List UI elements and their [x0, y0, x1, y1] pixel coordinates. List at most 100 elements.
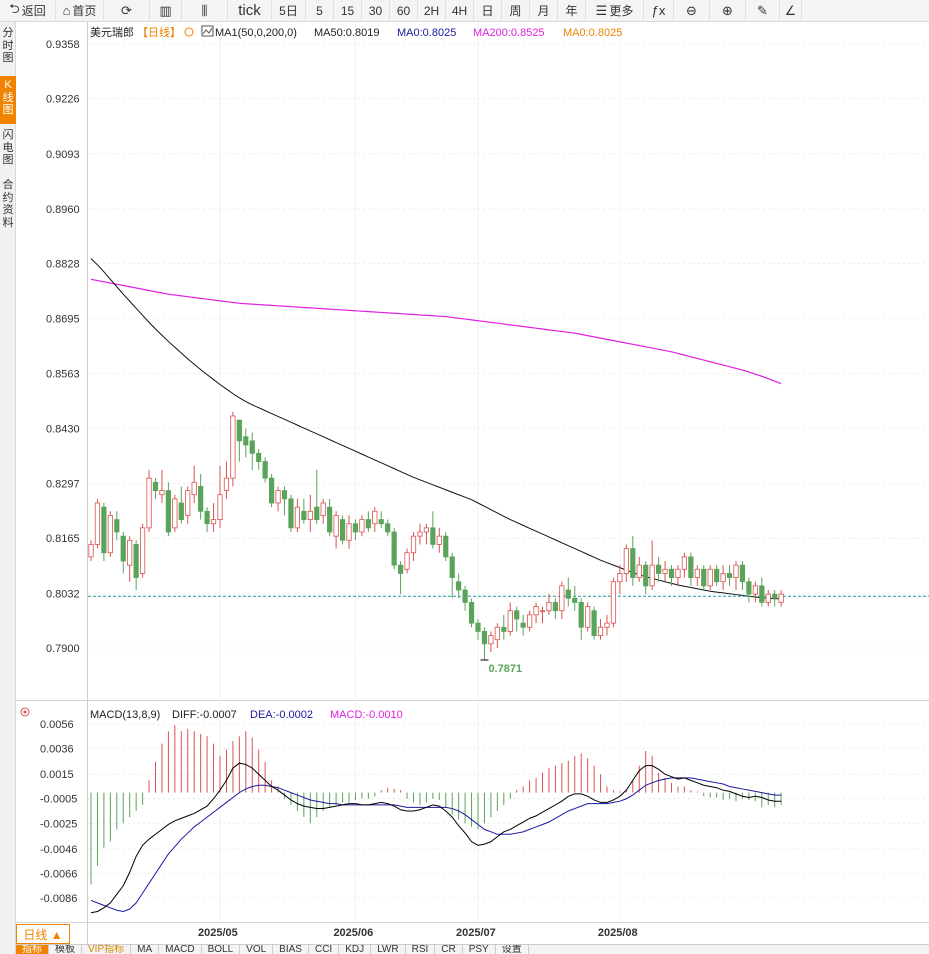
candle-body: [294, 506, 301, 529]
macd-tick-label: -0.0086: [40, 893, 77, 905]
indicator-tab-rsi[interactable]: RSI: [406, 945, 436, 954]
legend-ma200: MA200:0.8525: [473, 27, 545, 39]
back-arrow-icon: ⮌: [9, 0, 20, 16]
toolbar-btn-candlestick[interactable]: ⫼: [182, 0, 228, 22]
toolbar-btn-menu[interactable]: ☰ 更多: [586, 0, 644, 22]
indicator-tab-cr[interactable]: CR: [435, 945, 463, 954]
candle-body: [88, 544, 94, 558]
candle-body: [288, 498, 294, 529]
tab-contract-info[interactable]: 合约资料: [2, 179, 14, 229]
toolbar-btn-label-15[interactable]: 月: [530, 0, 558, 22]
indicator-tab-模板[interactable]: 模板: [49, 945, 82, 954]
toolbar-btn-line-tool[interactable]: ∠: [780, 0, 802, 22]
candle-body: [101, 506, 107, 554]
indicator-tab-设置[interactable]: 设置: [496, 945, 529, 954]
toolbar-btn-home[interactable]: ⌂ 首页: [56, 0, 104, 22]
price-tick-label: 0.9358: [46, 39, 80, 51]
chart-canvas[interactable]: 0.9358 0.9226 0.9093 0.8960 0.8828 0.8695 0.85…: [0, 22, 929, 944]
candle-body: [501, 626, 507, 632]
candle-body: [462, 589, 468, 603]
toolbar-btn-refresh[interactable]: ⟳: [104, 0, 150, 22]
candle-body: [565, 589, 571, 599]
indicator-tab-macd[interactable]: MACD: [159, 945, 202, 954]
candle-body: [520, 622, 526, 628]
indicator-tab-指标[interactable]: 指标: [16, 945, 49, 954]
candle-body: [133, 544, 139, 578]
indicator-tab-ma[interactable]: MA: [131, 945, 160, 954]
macd-tick-label: 0.0036: [40, 744, 74, 756]
toolbar-btn-pen[interactable]: ✎: [746, 0, 780, 22]
candle-body: [152, 481, 159, 491]
legend-symbol: 美元瑞郎: [90, 25, 134, 39]
tab-time-share[interactable]: 分时图: [2, 27, 14, 64]
settings-gear-icon[interactable]: [184, 27, 194, 37]
toolbar-btn-label-11[interactable]: 2H: [418, 0, 446, 22]
candle-body: [617, 573, 623, 583]
indicator-tab-vip指标[interactable]: VIP指标: [82, 945, 132, 954]
candle-body: [262, 461, 268, 479]
indicator-tab-cci[interactable]: CCI: [309, 945, 340, 954]
candle-body: [210, 519, 217, 525]
indicator-tab-bias[interactable]: BIAS: [273, 945, 309, 954]
toolbar-btn-label-13[interactable]: 日: [474, 0, 502, 22]
toolbar-btn-label-12[interactable]: 4H: [446, 0, 474, 22]
toolbar-btn-label-16[interactable]: 年: [558, 0, 586, 22]
candle-body: [281, 490, 288, 500]
candle-body: [481, 631, 488, 645]
indicator-tab-boll[interactable]: BOLL: [202, 945, 241, 954]
candle-body: [714, 568, 720, 583]
toolbar-btn-back-arrow[interactable]: ⮌ 返回: [0, 0, 56, 22]
toolbar-btn-zoom-in[interactable]: ⊕: [710, 0, 746, 22]
candle-body: [636, 564, 642, 578]
toolbar-btn-label-5[interactable]: tick: [228, 0, 272, 22]
indicator-tab-vol[interactable]: VOL: [240, 945, 274, 954]
candle-body: [243, 436, 249, 446]
indicator-tab-kdj[interactable]: KDJ: [339, 945, 372, 954]
toolbar-btn-label-10[interactable]: 60: [390, 0, 418, 22]
candle-body: [391, 531, 397, 566]
toolbar-btn-label: 4H: [451, 3, 468, 18]
candle-body: [578, 602, 584, 628]
toolbar-btn-label-9[interactable]: 30: [362, 0, 390, 22]
indicator-tab-lwr[interactable]: LWR: [371, 945, 406, 954]
toolbar-btn-label: tick: [238, 2, 261, 19]
candle-body: [507, 610, 513, 632]
candle-body: [430, 527, 436, 545]
toolbar-btn-label-8[interactable]: 15: [334, 0, 362, 22]
indicator-graph-icon: [202, 27, 213, 35]
candle-body: [597, 626, 604, 636]
candle-body: [223, 477, 230, 491]
candle-body: [591, 610, 597, 636]
toolbar-btn-zoom-out[interactable]: ⊖: [674, 0, 710, 22]
macd-settings-icon[interactable]: [20, 707, 30, 717]
candle-body: [552, 602, 559, 612]
price-tick-label: 0.8695: [46, 314, 80, 326]
candle-body: [378, 519, 384, 525]
ma50-line: [90, 258, 782, 600]
candle-body: [249, 440, 255, 454]
toolbar-btn-function[interactable]: ƒx: [644, 0, 674, 22]
candle-body: [662, 568, 668, 574]
candle-body: [114, 519, 120, 533]
toolbar-btn-label-6[interactable]: 5日: [272, 0, 306, 22]
toolbar-btn-bar-chart[interactable]: ▥: [150, 0, 182, 22]
candle-body: [778, 593, 784, 603]
menu-icon: ☰: [595, 2, 608, 18]
candle-body: [630, 548, 636, 578]
toolbar-btn-label-14[interactable]: 周: [502, 0, 530, 22]
toolbar-btn-label-7[interactable]: 5: [306, 0, 334, 22]
period-selector[interactable]: 日线 ▲: [16, 924, 70, 944]
candle-body: [275, 490, 281, 504]
candle-body: [127, 539, 133, 566]
toolbar-btn-label: 60: [396, 3, 411, 18]
indicator-tab-psy[interactable]: PSY: [463, 945, 496, 954]
toolbar-btn-label: 更多: [609, 4, 634, 18]
tab-kline[interactable]: K线图: [0, 76, 16, 124]
macd-legend-macd: MACD:-0.0010: [330, 709, 403, 721]
candle-body: [333, 515, 339, 537]
toolbar-btn-label: 年: [565, 4, 578, 18]
candle-body: [204, 510, 210, 525]
candle-body: [436, 535, 442, 545]
candle-body: [643, 564, 649, 587]
tab-flash[interactable]: 闪电图: [2, 129, 14, 166]
